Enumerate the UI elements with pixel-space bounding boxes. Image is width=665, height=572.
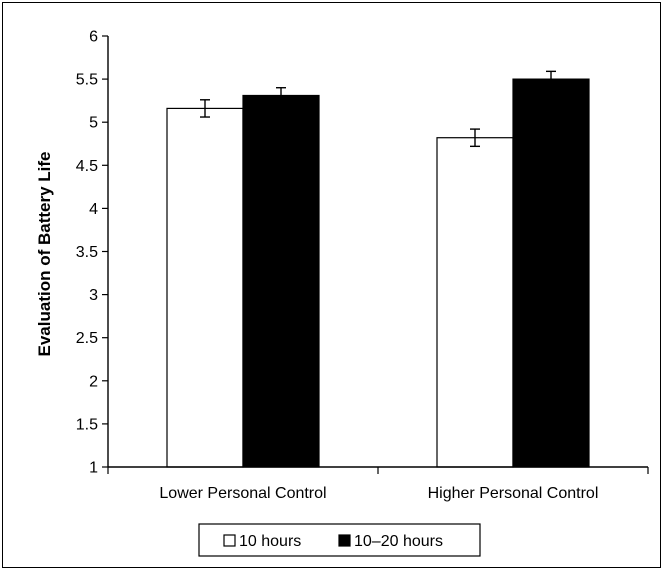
y-tick-label: 4 — [89, 201, 98, 218]
y-tick-label: 1.5 — [76, 416, 98, 433]
y-tick-label: 2 — [89, 373, 98, 390]
y-tick-label: 5.5 — [76, 72, 98, 89]
legend-label-10-20-hours: 10–20 hours — [354, 533, 443, 550]
y-tick-label: 3 — [89, 287, 98, 304]
y-tick-label: 3.5 — [76, 244, 98, 261]
legend-label-10-hours: 10 hours — [239, 533, 301, 550]
x-category-label: Lower Personal Control — [159, 485, 326, 502]
legend-swatch-10-hours — [223, 534, 236, 547]
y-tick-label: 1 — [89, 460, 98, 477]
bars — [166, 78, 590, 468]
legend: 10 hours 10–20 hours — [198, 523, 481, 557]
error-bars — [200, 70, 556, 148]
y-tick-label: 4.5 — [76, 158, 98, 175]
y-axis-ticks: 1 1.5 2 2.5 3 3.5 4 4.5 5 5.5 6 — [76, 29, 108, 477]
bar — [512, 78, 590, 468]
y-axis-title: Evaluation of Battery Life — [35, 152, 54, 357]
y-tick-label: 5 — [89, 115, 98, 132]
bar — [436, 137, 514, 468]
legend-swatch-10-20-hours — [338, 534, 351, 547]
axes — [107, 36, 649, 474]
y-tick-label: 2.5 — [76, 330, 98, 347]
y-tick-label: 6 — [89, 29, 98, 46]
x-category-label: Higher Personal Control — [428, 485, 599, 502]
x-axis-labels: Lower Personal Control Higher Personal Co… — [159, 485, 598, 502]
bar — [166, 107, 244, 468]
bar — [242, 94, 320, 468]
